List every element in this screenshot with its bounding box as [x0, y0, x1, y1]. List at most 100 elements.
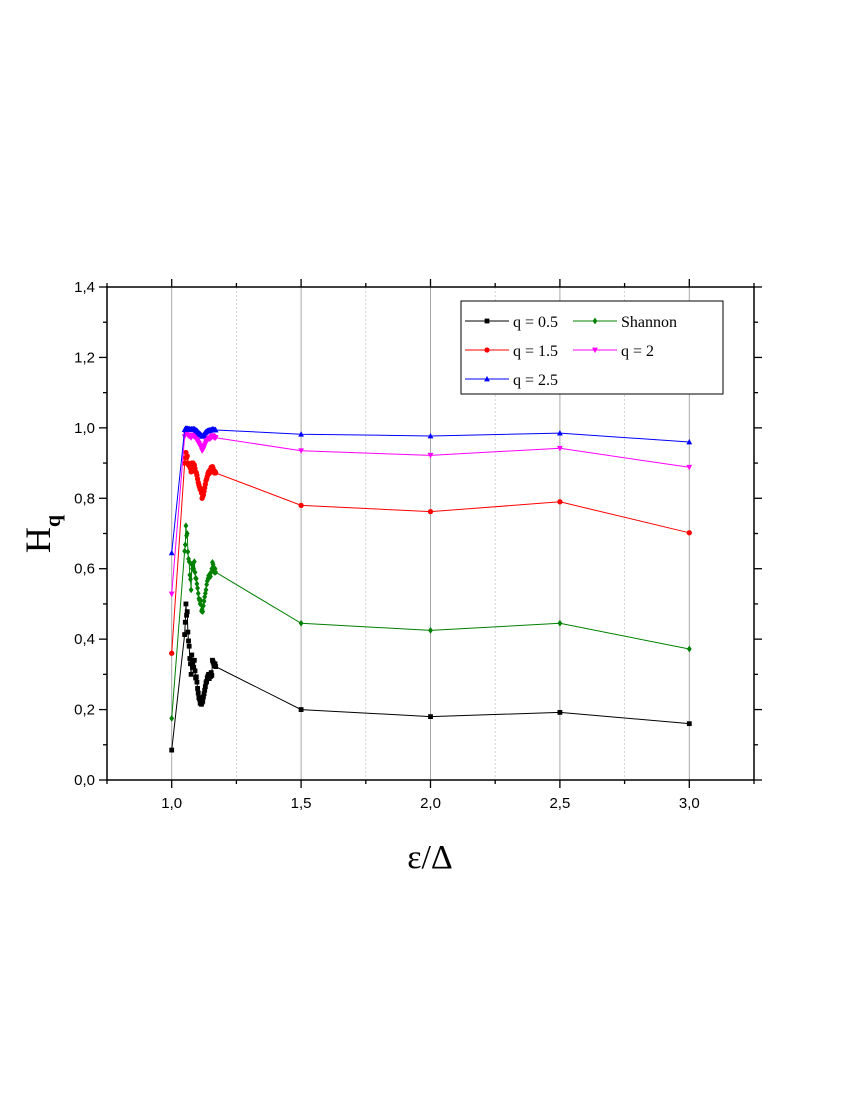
- data-point: [203, 586, 209, 594]
- data-point: [187, 656, 193, 661]
- data-point: [192, 668, 198, 674]
- data-point: [182, 619, 188, 625]
- svg-text:Hq: Hq: [18, 514, 65, 553]
- data-point: [182, 632, 188, 637]
- data-point: [198, 597, 204, 604]
- series-shannon: [169, 522, 692, 722]
- legend-item-q-2: q = 2: [573, 343, 654, 360]
- x-tick-label: 3,0: [679, 795, 700, 812]
- data-point: [182, 541, 188, 549]
- data-point: [212, 661, 218, 667]
- data-point: [168, 591, 175, 598]
- data-point: [202, 684, 208, 690]
- legend-label: q = 2.5: [513, 372, 558, 389]
- data-point: [186, 638, 191, 644]
- data-point: [212, 426, 219, 433]
- series-layer: [168, 425, 693, 753]
- data-point: [185, 629, 191, 635]
- data-point: [191, 565, 197, 573]
- legend-swatch-marker: [592, 347, 598, 354]
- series-q-2: [168, 428, 693, 598]
- legend-label: q = 0.5: [513, 314, 558, 331]
- x-axis-title: ε/Δ: [407, 839, 453, 876]
- data-point: [183, 522, 189, 530]
- data-point: [427, 452, 434, 459]
- legend-item-q-1-5: q = 1.5: [465, 343, 558, 360]
- legend-swatch-marker: [484, 318, 490, 324]
- data-point: [212, 435, 219, 441]
- y-tick-label: 1,0: [74, 420, 95, 437]
- data-point: [202, 590, 208, 597]
- data-point: [298, 448, 304, 454]
- data-point: [193, 674, 199, 680]
- data-point: [201, 691, 207, 697]
- data-point: [557, 499, 563, 505]
- data-point: [188, 661, 193, 667]
- data-point: [298, 431, 304, 437]
- y-axis-title: Hq: [18, 514, 65, 553]
- data-point: [557, 619, 563, 627]
- data-point: [199, 605, 205, 613]
- legend-swatch-marker: [484, 375, 490, 382]
- data-point: [213, 568, 219, 576]
- x-tick-label: 2,5: [549, 795, 570, 812]
- data-point: [181, 434, 188, 440]
- data-point: [212, 565, 218, 573]
- data-point: [191, 558, 197, 566]
- y-axis-title-main: H: [18, 527, 58, 553]
- data-point: [188, 671, 194, 677]
- data-point: [169, 715, 175, 722]
- data-point: [168, 549, 175, 556]
- data-point: [195, 686, 200, 691]
- data-point: [188, 575, 193, 583]
- data-point: [185, 548, 191, 556]
- data-point: [201, 597, 207, 605]
- data-point: [195, 590, 201, 597]
- legend-label: Shannon: [621, 314, 677, 331]
- data-point: [686, 721, 692, 727]
- data-point: [209, 673, 215, 678]
- data-point: [191, 657, 197, 663]
- data-point: [184, 453, 190, 459]
- data-point: [183, 601, 189, 607]
- data-point: [182, 547, 188, 555]
- data-point: [186, 643, 192, 649]
- data-point: [208, 670, 214, 675]
- legend-item-q-0-5: q = 0.5: [465, 314, 558, 331]
- legend-swatch-marker: [484, 347, 490, 353]
- data-point: [202, 593, 208, 601]
- y-axis-title-subscript: q: [40, 514, 65, 527]
- data-point: [298, 502, 304, 508]
- data-point: [192, 568, 198, 576]
- data-point: [195, 690, 201, 696]
- data-point: [188, 586, 194, 594]
- y-tick-label: 0,6: [74, 561, 95, 578]
- data-point: [200, 698, 206, 704]
- data-point: [204, 679, 210, 684]
- data-point: [686, 464, 693, 471]
- data-point: [213, 664, 219, 670]
- x-tick-label: 1,5: [291, 795, 312, 812]
- series-q-2-5: [168, 425, 693, 556]
- data-point: [184, 609, 190, 615]
- data-point: [557, 445, 563, 452]
- data-point: [201, 694, 206, 700]
- data-point: [427, 509, 434, 515]
- x-tick-label: 1,0: [161, 795, 182, 812]
- data-point: [169, 747, 175, 753]
- data-point: [298, 619, 304, 627]
- data-point: [204, 577, 210, 585]
- y-tick-label: 1,2: [74, 349, 95, 366]
- data-point: [193, 575, 199, 582]
- y-tick-label: 1,4: [74, 279, 95, 296]
- legend-box: [460, 300, 724, 395]
- y-tick-label: 0,4: [74, 631, 95, 648]
- data-point: [686, 438, 693, 445]
- data-point: [557, 709, 563, 715]
- data-point: [189, 652, 195, 658]
- data-point: [190, 560, 196, 568]
- legend-swatch-marker: [592, 317, 598, 325]
- y-tick-label: 0,2: [74, 702, 95, 719]
- data-point: [169, 650, 175, 656]
- data-point: [557, 430, 563, 436]
